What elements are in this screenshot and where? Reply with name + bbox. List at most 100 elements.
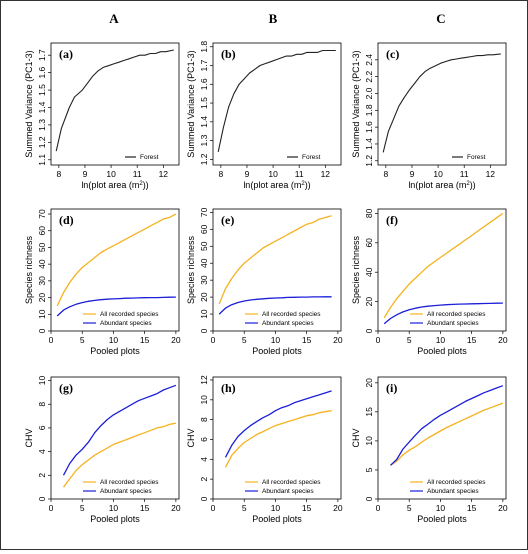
x-tick-label: 20 (333, 335, 343, 345)
series-line-all_species (56, 213, 177, 307)
x-axis-label: ln(plot area (m2)) (408, 180, 475, 190)
plot-frame (212, 208, 342, 332)
x-axis-label: Pooled plots (417, 514, 467, 524)
y-axis-label: Summed Variance (PC1-3) (186, 50, 196, 157)
y-tick-label: 70 (37, 209, 47, 219)
x-tick-label: 10 (109, 503, 119, 513)
x-tick-label: 10 (436, 335, 446, 345)
y-tick-label: 4 (199, 457, 209, 462)
y-tick-label: 40 (37, 259, 47, 269)
y-axis-label: Species richness (24, 235, 34, 304)
superscript: 2 (301, 181, 305, 187)
panel-label: (e) (221, 213, 234, 227)
panel-label: (a) (59, 47, 73, 61)
y-axis-label: CHV (24, 428, 34, 447)
plot-frame (377, 376, 507, 500)
y-tick-label: 1.4 (199, 116, 209, 128)
x-tick-label: 8 (218, 169, 223, 179)
panel-b: (b) 8 9 10 11 12 1.2 1.3 1.4 1.5 1.6 1.7 1.8 ln(plot … (186, 41, 342, 190)
y-tick-label: 50 (37, 242, 47, 252)
x-tick-label: 0 (49, 503, 54, 513)
series-line-all_species (218, 215, 332, 305)
panel-label: (b) (221, 47, 236, 61)
y-tick-label: 0 (37, 496, 47, 501)
panel-d: (d) 0 5 10 15 20 0 10 20 30 40 50 60 70 Pooled plots Sp… (24, 208, 181, 356)
y-tick-label: 1.7 (199, 59, 209, 71)
y-tick-label: 0 (364, 496, 374, 501)
series-line-abundant (56, 296, 176, 317)
x-tick-label: 10 (271, 335, 281, 345)
y-tick-label: 1.2 (199, 153, 209, 165)
panel-i: (i) 0 5 10 15 20 0 5 10 15 20 Pooled plots CHV All re… (351, 376, 508, 524)
y-tick-label: 10 (199, 395, 209, 405)
superscript: 2 (466, 181, 470, 187)
x-tick-label: 5 (80, 335, 85, 345)
x-tick-label: 5 (407, 503, 412, 513)
y-tick-label: 6 (37, 425, 47, 430)
y-tick-label: 1.4 (37, 101, 47, 113)
series-line-abundant (390, 385, 504, 466)
x-tick-label: 10 (106, 169, 116, 179)
series-line-all_species (383, 212, 504, 319)
y-tick-label: 1.3 (199, 134, 209, 146)
x-axis-label: ln(plot area (m2)) (243, 180, 310, 190)
panel-f: (f) 0 5 10 15 20 0 20 40 60 80 Pooled plots Species … (351, 208, 508, 356)
y-axis-label: Summed Variance (PC1-3) (24, 50, 34, 157)
x-axis-label: Pooled plots (90, 346, 140, 356)
x-tick-label: 0 (211, 503, 216, 513)
y-axis-label: Species richness (351, 235, 361, 304)
y-tick-label: 1.5 (37, 84, 47, 96)
y-tick-label: 20 (37, 293, 47, 303)
y-tick-label: 2 (199, 477, 209, 482)
x-tick-label: 11 (295, 169, 304, 179)
y-tick-label: 1.1 (37, 154, 47, 166)
x-tick-label: 0 (376, 335, 381, 345)
plot-frame (212, 376, 342, 500)
y-axis-label: Species richness (186, 235, 196, 304)
panel-label: (d) (59, 213, 74, 227)
y-tick-label: 12 (199, 375, 209, 385)
y-tick-label: 0 (199, 328, 209, 333)
y-tick-label: 1.6 (37, 66, 47, 78)
x-tick-label: 5 (80, 503, 85, 513)
legend-label: All recorded species (427, 479, 486, 486)
y-tick-label: 1.2 (364, 155, 374, 167)
y-tick-label: 0 (364, 328, 374, 333)
x-tick-label: 15 (140, 503, 150, 513)
legend-label: Abundant species (100, 488, 152, 495)
y-tick-label: 60 (37, 226, 47, 236)
x-tick-label: 10 (268, 169, 278, 179)
x-tick-label: 0 (49, 335, 54, 345)
panel-h: (h) 0 5 10 15 20 0 2 4 6 8 10 12 Pooled plots CHV All r… (186, 375, 343, 524)
legend-label: Abundant species (262, 488, 314, 495)
y-tick-label: 0 (199, 496, 209, 501)
panel-label: (c) (386, 47, 399, 61)
x-tick-label: 0 (211, 335, 216, 345)
column-header-c: C (436, 11, 445, 26)
y-tick-label: 4 (37, 449, 47, 454)
legend-label: All recorded species (262, 311, 321, 318)
x-axis-label: Pooled plots (417, 346, 467, 356)
x-tick-label: 20 (498, 335, 508, 345)
y-tick-label: 40 (364, 267, 374, 277)
y-tick-label: 0 (37, 328, 47, 333)
series-line-forest (55, 49, 174, 152)
y-tick-label: 70 (199, 207, 209, 217)
x-tick-label: 5 (242, 503, 247, 513)
y-tick-label: 40 (199, 258, 209, 268)
x-tick-label: 20 (171, 503, 181, 513)
y-tick-label: 2.2 (364, 70, 374, 82)
y-tick-label: 60 (364, 238, 374, 248)
legend-label: Abundant species (100, 320, 152, 327)
y-tick-label: 5 (364, 467, 374, 472)
x-tick-label: 20 (333, 503, 343, 513)
legend-label: Abundant species (262, 320, 314, 327)
x-tick-label: 5 (242, 335, 247, 345)
legend-label: All recorded species (427, 311, 486, 318)
series-line-forest (382, 53, 501, 153)
x-tick-label: 11 (460, 169, 469, 179)
series-line-abundant (383, 302, 503, 325)
plot-frame (377, 42, 507, 166)
y-tick-label: 2.0 (364, 87, 374, 99)
